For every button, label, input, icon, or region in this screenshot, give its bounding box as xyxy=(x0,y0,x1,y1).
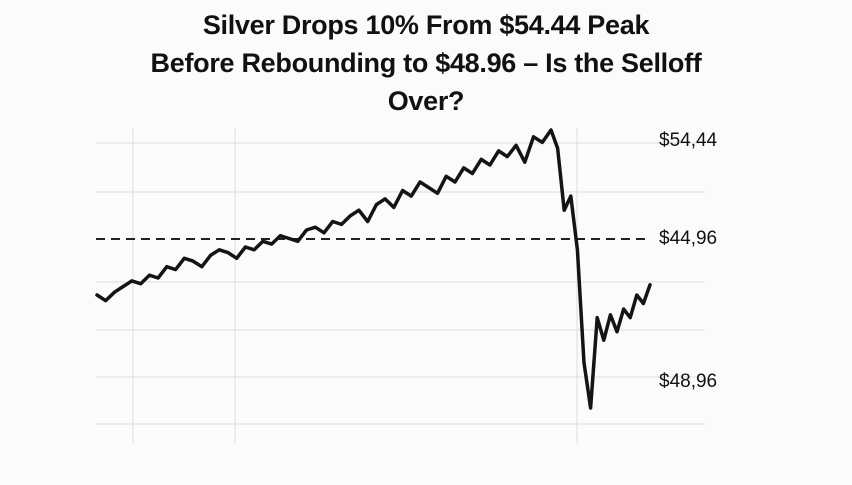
data-point xyxy=(603,339,605,341)
y-tick-label-peak: $54,44 xyxy=(659,130,718,151)
data-point xyxy=(384,198,386,200)
data-point xyxy=(616,331,618,333)
data-point xyxy=(209,254,212,256)
data-point xyxy=(419,181,421,183)
grid-lines xyxy=(96,128,705,444)
data-point xyxy=(583,362,585,364)
data-point xyxy=(166,266,168,268)
data-point xyxy=(454,181,456,183)
data-point xyxy=(279,235,281,237)
data-point xyxy=(105,300,107,302)
data-point xyxy=(375,204,377,206)
data-point xyxy=(636,294,638,296)
data-point xyxy=(524,161,526,163)
data-point xyxy=(463,167,465,169)
data-point xyxy=(201,266,203,268)
data-point xyxy=(305,229,308,231)
data-point xyxy=(358,209,360,211)
data-point xyxy=(96,294,98,296)
data-point xyxy=(140,283,142,285)
title-line-2: Before Rebounding to $48.96 – Is the Sel… xyxy=(150,48,702,78)
data-point xyxy=(515,144,517,146)
data-point xyxy=(340,223,343,225)
series-layer xyxy=(95,128,652,410)
data-point xyxy=(332,220,334,223)
data-point xyxy=(402,189,404,192)
data-point xyxy=(623,308,625,310)
data-point xyxy=(314,226,316,228)
data-point xyxy=(471,172,473,175)
data-point xyxy=(175,269,177,271)
data-point xyxy=(576,249,579,251)
data-point xyxy=(218,249,220,251)
data-point xyxy=(122,285,124,288)
data-point xyxy=(323,232,325,234)
data-point xyxy=(253,249,255,251)
data-point xyxy=(550,129,552,131)
series-line xyxy=(95,128,652,410)
data-point xyxy=(649,284,651,286)
data-point xyxy=(157,277,159,279)
title-line-3: Over? xyxy=(387,86,465,116)
data-point xyxy=(629,317,631,319)
y-tick-label-rebound: $48,96 xyxy=(659,371,717,392)
data-point xyxy=(445,175,447,177)
data-point xyxy=(192,260,194,262)
data-point xyxy=(183,257,185,259)
data-point xyxy=(271,243,273,245)
data-point xyxy=(489,164,491,166)
data-point xyxy=(590,407,592,409)
data-point xyxy=(532,136,535,138)
data-point xyxy=(393,206,395,208)
y-tick-label-reference: $44,96 xyxy=(659,228,717,249)
data-point xyxy=(148,274,150,276)
data-point xyxy=(596,317,598,319)
data-point xyxy=(609,314,612,316)
data-point xyxy=(480,158,482,160)
data-point xyxy=(506,156,508,158)
data-point xyxy=(642,302,645,305)
data-point xyxy=(297,240,299,242)
data-point xyxy=(410,195,412,197)
title-line-1: Silver Drops 10% From $54.44 Peak xyxy=(202,10,650,40)
data-point xyxy=(262,240,264,242)
data-point xyxy=(227,252,229,254)
data-point xyxy=(557,147,559,149)
chart-title: Silver Drops 10% From $54.44 Peak Before… xyxy=(0,6,852,120)
data-point xyxy=(131,280,133,282)
data-point xyxy=(428,187,430,189)
data-point xyxy=(367,220,369,223)
data-point xyxy=(541,141,543,143)
data-point xyxy=(236,257,238,259)
data-point xyxy=(563,209,565,211)
data-point xyxy=(436,192,439,194)
data-point xyxy=(349,215,351,217)
data-point xyxy=(498,150,500,152)
data-point xyxy=(113,291,116,293)
data-point xyxy=(244,246,246,248)
data-point xyxy=(570,195,572,197)
data-point xyxy=(288,237,290,240)
